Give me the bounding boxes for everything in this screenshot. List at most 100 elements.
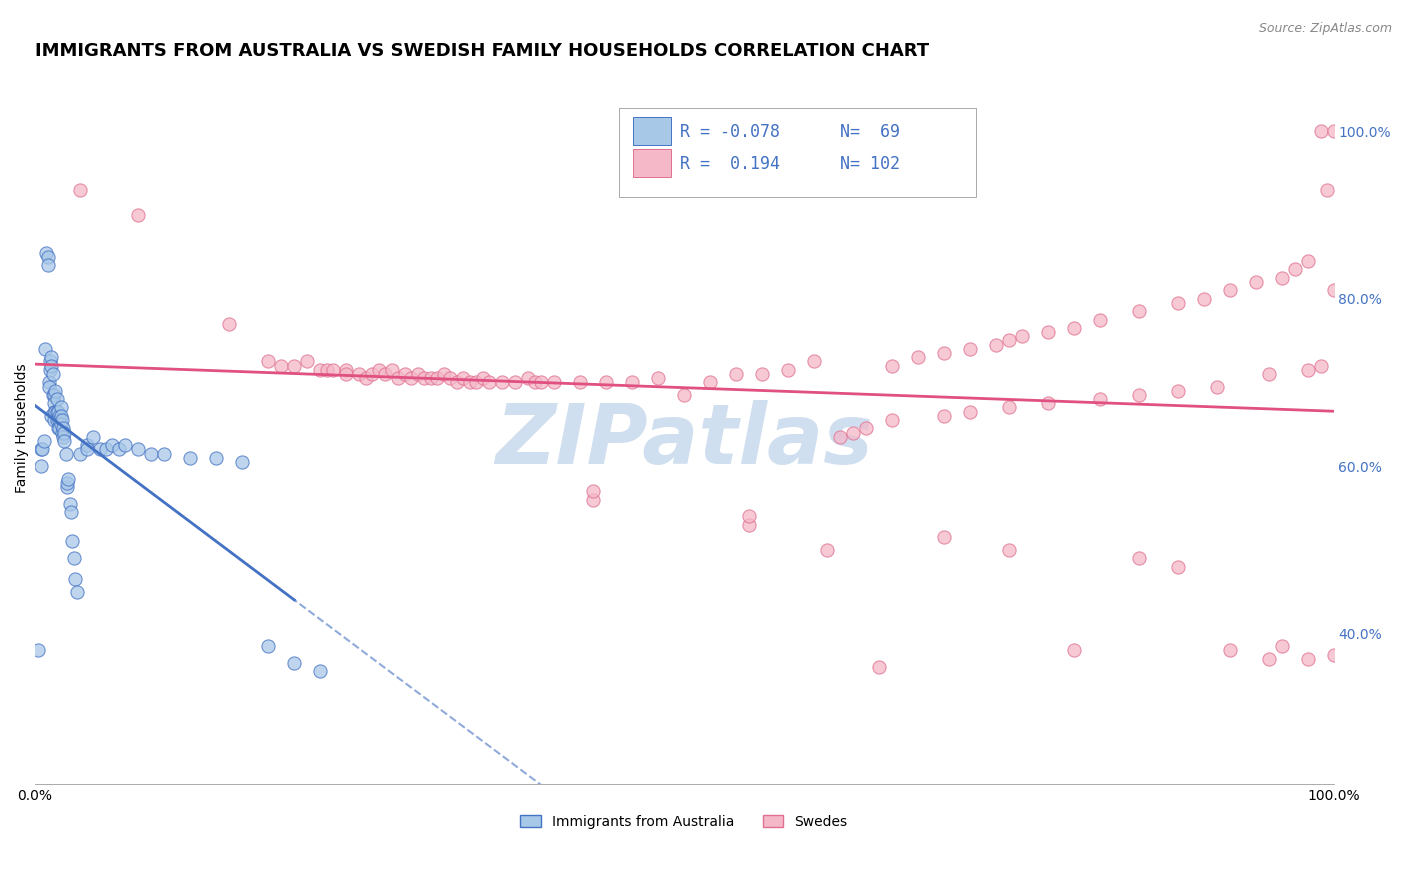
Point [751,367,773,381]
Point [322,363,344,377]
Point [1192,292,1215,306]
Point [381,363,404,377]
Point [46,421,69,435]
Point [932,409,955,423]
Point [446,376,468,390]
Point [433,367,456,381]
Point [108,442,131,457]
Point [82,430,104,444]
Point [1322,283,1344,297]
Point [51,425,73,440]
Point [530,376,553,390]
Text: IMMIGRANTS FROM AUSTRALIA VS SWEDISH FAMILY HOUSEHOLDS CORRELATION CHART: IMMIGRANTS FROM AUSTRALIA VS SWEDISH FAM… [35,42,929,60]
Point [1257,652,1279,666]
FancyBboxPatch shape [633,149,671,178]
Point [959,405,981,419]
Point [48,413,70,427]
Point [44,405,66,419]
Point [315,363,337,377]
Point [35,245,58,260]
Point [1244,275,1267,289]
Point [59,505,82,519]
Point [49,409,72,423]
Point [997,542,1019,557]
Point [37,250,59,264]
Point [543,376,565,390]
Point [387,371,409,385]
Point [465,376,488,390]
Point [1219,643,1241,657]
Point [59,497,82,511]
Point [42,396,65,410]
Point [478,376,501,390]
Point [205,450,228,465]
Point [335,367,357,381]
Point [1088,312,1111,326]
Y-axis label: Family Households: Family Households [15,364,30,493]
Point [283,359,305,373]
Point [42,388,65,402]
Point [45,413,67,427]
Point [621,376,644,390]
Point [503,376,526,390]
Point [1270,639,1292,653]
Point [1322,124,1344,138]
Point [828,430,851,444]
Point [42,413,65,427]
Point [997,401,1019,415]
Point [63,572,86,586]
Point [153,446,176,460]
Point [907,350,929,364]
Point [855,421,877,435]
Point [1167,384,1189,398]
Point [34,342,56,356]
Point [419,371,441,385]
Point [42,405,65,419]
Point [1257,367,1279,381]
Point [27,643,49,657]
Point [984,337,1007,351]
Point [309,363,332,377]
Point [413,371,436,385]
Point [406,367,429,381]
Point [595,376,617,390]
Point [582,484,605,499]
Point [52,421,75,435]
Point [283,656,305,670]
Point [53,434,76,448]
Point [1128,304,1150,318]
Point [76,438,98,452]
Point [1167,559,1189,574]
Point [76,442,98,457]
Point [471,371,494,385]
Point [1296,652,1319,666]
Point [582,492,605,507]
Point [231,455,253,469]
Point [66,584,89,599]
Text: R =  0.194: R = 0.194 [681,154,780,172]
Point [45,392,67,406]
Point [932,346,955,360]
Point [451,371,474,385]
Point [101,438,124,452]
Point [491,376,513,390]
Point [1128,551,1150,566]
Point [1036,396,1059,410]
Point [815,542,838,557]
Text: N=  69: N= 69 [839,122,900,141]
FancyBboxPatch shape [619,108,976,197]
Text: Source: ZipAtlas.com: Source: ZipAtlas.com [1258,22,1392,36]
Point [94,442,117,457]
Point [31,442,53,457]
Point [51,413,73,427]
Point [1088,392,1111,406]
Point [1205,379,1227,393]
Point [647,371,669,385]
Point [439,371,461,385]
Point [880,413,903,427]
Legend: Immigrants from Australia, Swedes: Immigrants from Australia, Swedes [515,809,853,834]
Point [1063,643,1085,657]
Point [1316,183,1339,197]
FancyBboxPatch shape [633,117,671,145]
Point [361,367,384,381]
